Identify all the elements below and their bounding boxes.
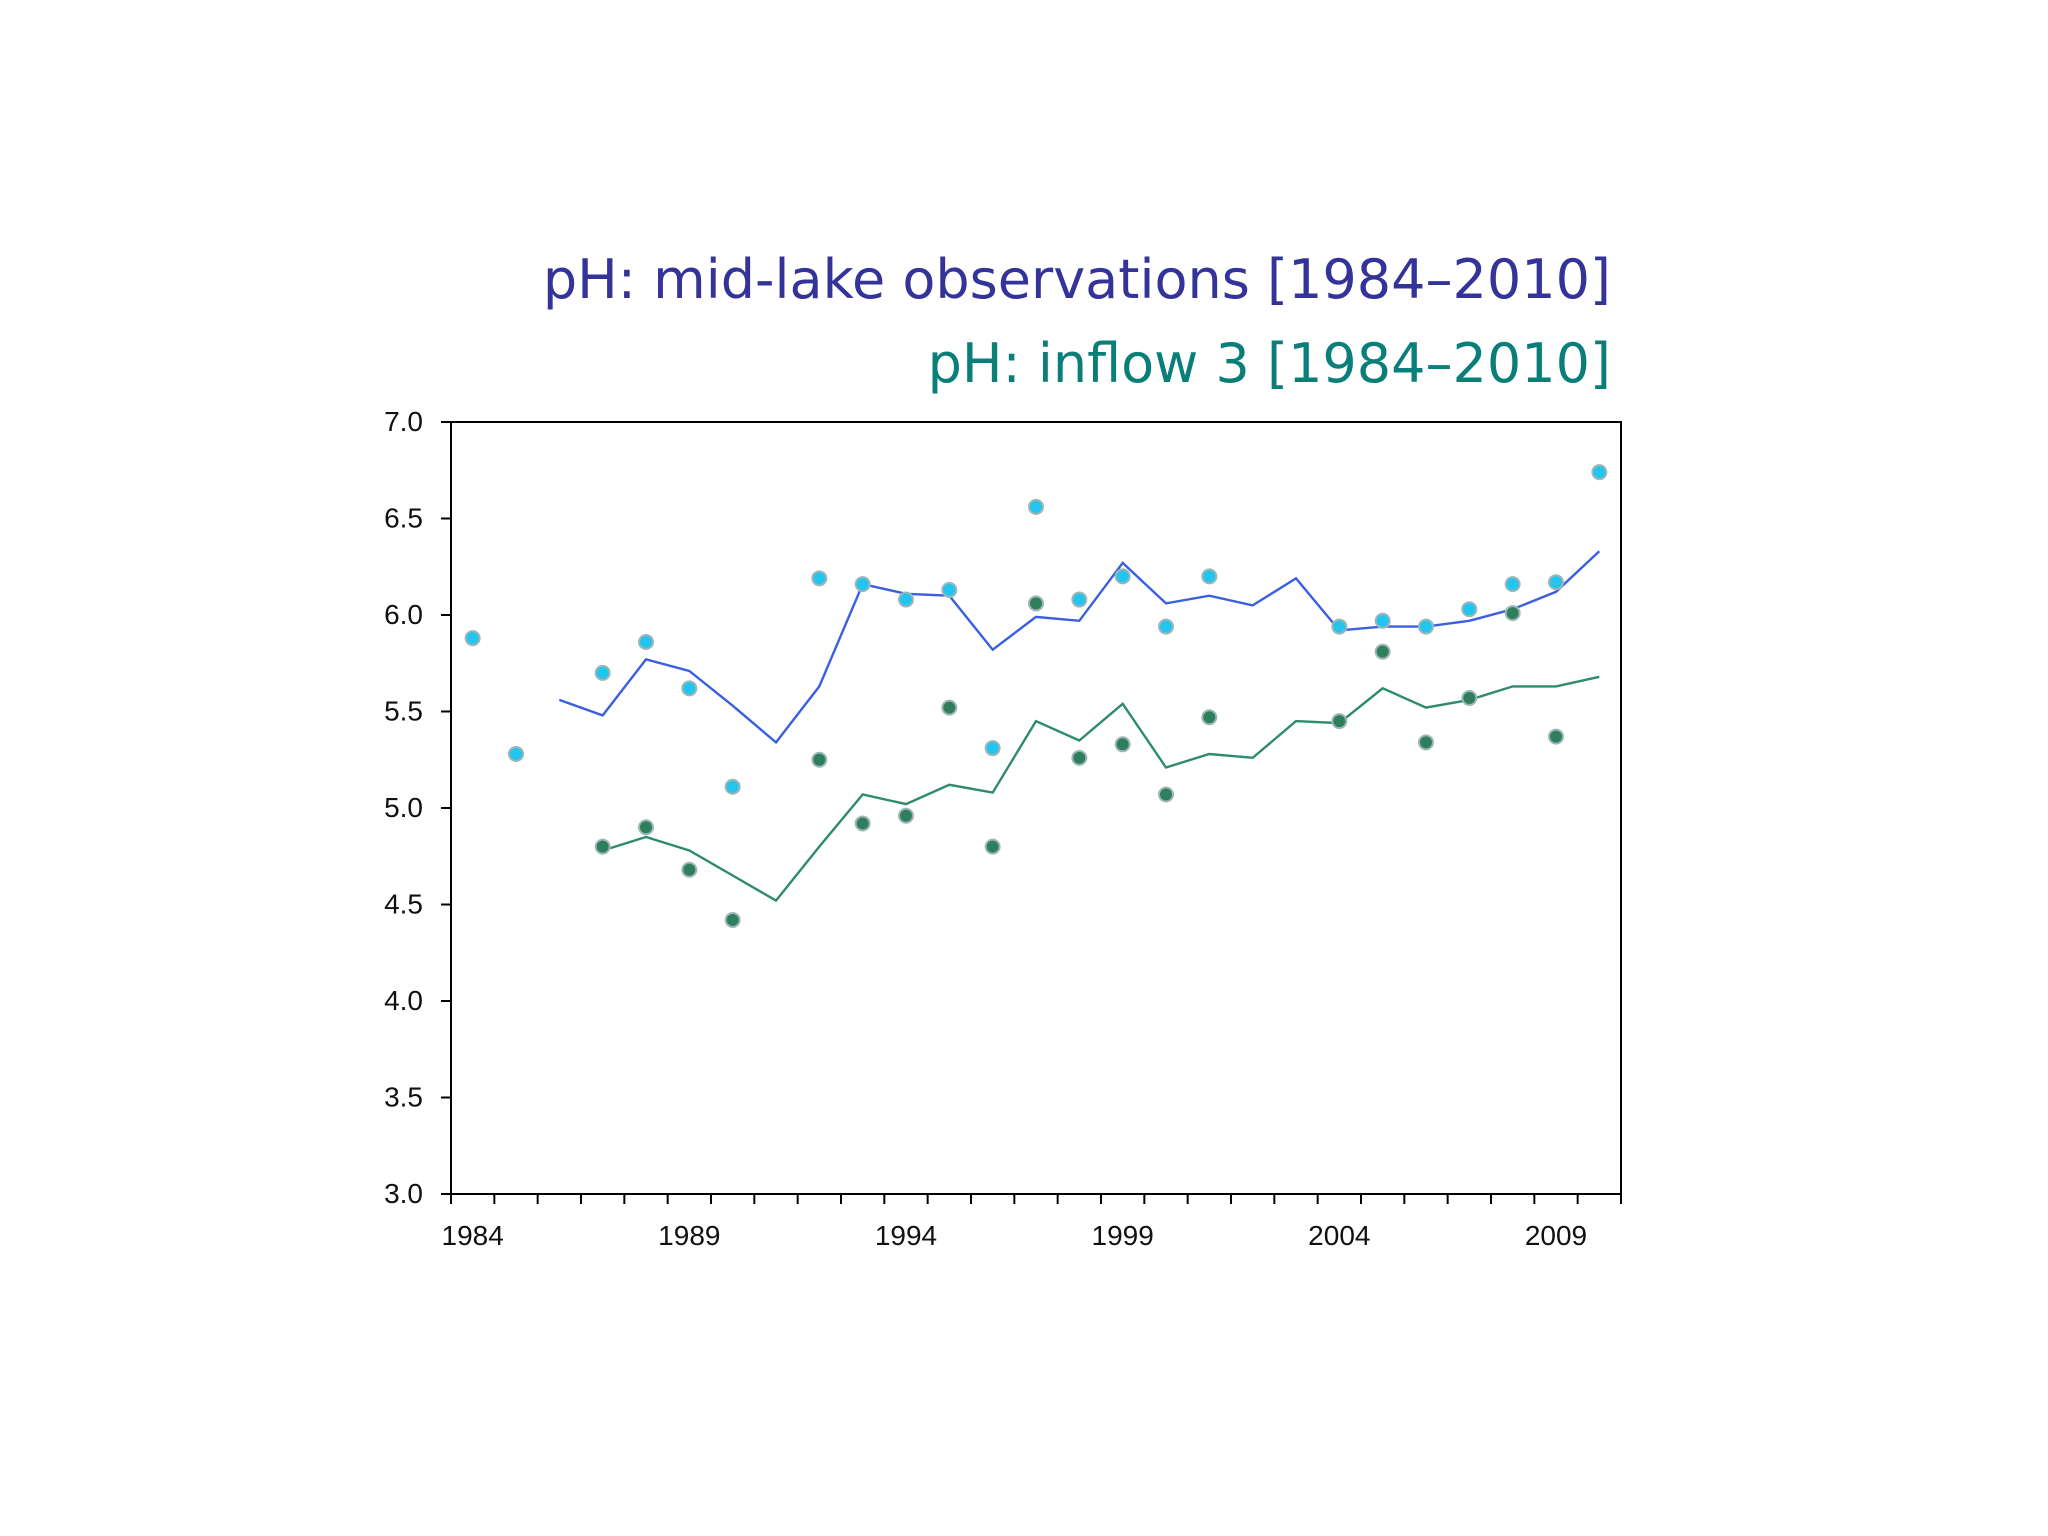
- y-tick-label: 5.0: [384, 792, 423, 823]
- y-tick-label: 7.0: [384, 406, 423, 437]
- mid-lake-point: [1201, 568, 1218, 585]
- inflow-3-point: [1201, 709, 1218, 726]
- mid-lake-point: [594, 664, 611, 681]
- inflow-3-point: [638, 819, 654, 836]
- y-tick-label: 5.5: [384, 696, 423, 727]
- chart-title-line-1: pH: mid-lake observations [1984–2010]: [542, 248, 1611, 311]
- mid-lake-point: [898, 591, 914, 608]
- inflow-3-point: [984, 838, 1001, 855]
- inflow-3-point: [594, 838, 611, 855]
- inflow-3-point: [1071, 749, 1088, 766]
- mid-lake-point: [854, 576, 871, 593]
- inflow-3-point: [1418, 734, 1434, 751]
- mid-lake-point: [724, 778, 741, 795]
- chart-title-line-2: pH: inflow 3 [1984–2010]: [927, 332, 1611, 395]
- inflow-3-trend-line: [602, 675, 1600, 903]
- mid-lake-point: [1071, 591, 1088, 608]
- mid-lake-point: [1591, 464, 1608, 481]
- mid-lake-point: [464, 630, 481, 647]
- inflow-3-point: [1548, 728, 1564, 745]
- inflow-3-point: [1374, 643, 1391, 660]
- y-tick-label: 3.0: [384, 1178, 423, 1209]
- x-tick-label: 1999: [1092, 1220, 1154, 1251]
- y-tick-label: 6.0: [384, 599, 423, 630]
- x-tick-label: 2004: [1308, 1220, 1370, 1251]
- plot-frame: [450, 421, 1622, 1195]
- mid-lake-point: [811, 570, 828, 587]
- mid-lake-point: [1331, 618, 1348, 635]
- mid-lake-point: [1158, 618, 1174, 635]
- mid-lake-point: [1028, 498, 1044, 515]
- x-tick-label: 1984: [442, 1220, 504, 1251]
- inflow-3-point: [1158, 786, 1174, 803]
- inflow-3-point: [681, 861, 698, 878]
- mid-lake-point: [1114, 568, 1131, 585]
- y-tick-label: 4.0: [384, 985, 423, 1016]
- inflow-3-point: [811, 751, 828, 768]
- inflow-3-point: [1028, 595, 1044, 612]
- y-tick-label: 6.5: [384, 503, 423, 534]
- inflow-3-point: [1114, 736, 1131, 753]
- mid-lake-point: [941, 581, 958, 598]
- y-tick-label: 4.5: [384, 889, 423, 920]
- mid-lake-point: [1548, 574, 1564, 591]
- x-tick-label: 2009: [1525, 1220, 1587, 1251]
- y-tick-label: 3.5: [384, 1082, 423, 1113]
- inflow-3-point: [898, 807, 914, 824]
- inflow-3-point: [1331, 713, 1348, 730]
- inflow-3-point: [854, 815, 871, 832]
- mid-lake-point: [1374, 612, 1391, 629]
- mid-lake-point: [638, 634, 654, 651]
- mid-lake-point: [681, 680, 698, 697]
- mid-lake-point: [1461, 601, 1478, 618]
- mid-lake-trend-line: [558, 550, 1601, 745]
- inflow-3-point: [1504, 605, 1521, 622]
- inflow-3-point: [941, 699, 958, 716]
- x-tick-label: 1989: [658, 1220, 720, 1251]
- mid-lake-point: [508, 745, 524, 762]
- mid-lake-point: [1504, 576, 1521, 593]
- inflow-3-point: [724, 911, 741, 928]
- mid-lake-point: [984, 740, 1001, 757]
- chart-title: pH: mid-lake observations [1984–2010] pH…: [543, 238, 1611, 406]
- mid-lake-point: [1418, 618, 1434, 635]
- inflow-3-point: [1461, 689, 1478, 706]
- x-tick-label: 1994: [875, 1220, 937, 1251]
